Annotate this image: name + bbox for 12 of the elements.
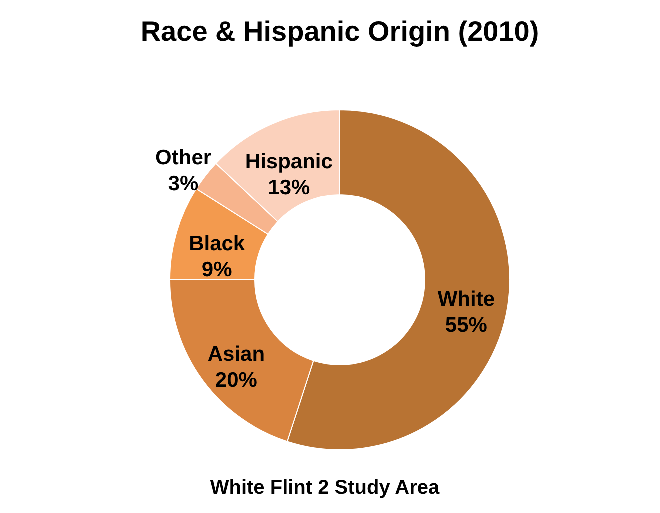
data-label: 13% bbox=[268, 176, 311, 200]
slice-label: White bbox=[438, 288, 495, 312]
data-label: 20% bbox=[215, 369, 258, 392]
data-label: 55% bbox=[445, 314, 488, 338]
slice-label: Other bbox=[156, 146, 212, 170]
data-label: 9% bbox=[202, 258, 233, 282]
slice-label: Asian bbox=[208, 343, 266, 366]
chart-title: Race & Hispanic Origin (2010) bbox=[140, 16, 540, 47]
text: White Flint 2 Study Area bbox=[210, 477, 441, 499]
data-label: 3% bbox=[168, 172, 200, 196]
slice-label: Hispanic bbox=[245, 150, 334, 174]
slice-label: Black bbox=[189, 232, 246, 256]
